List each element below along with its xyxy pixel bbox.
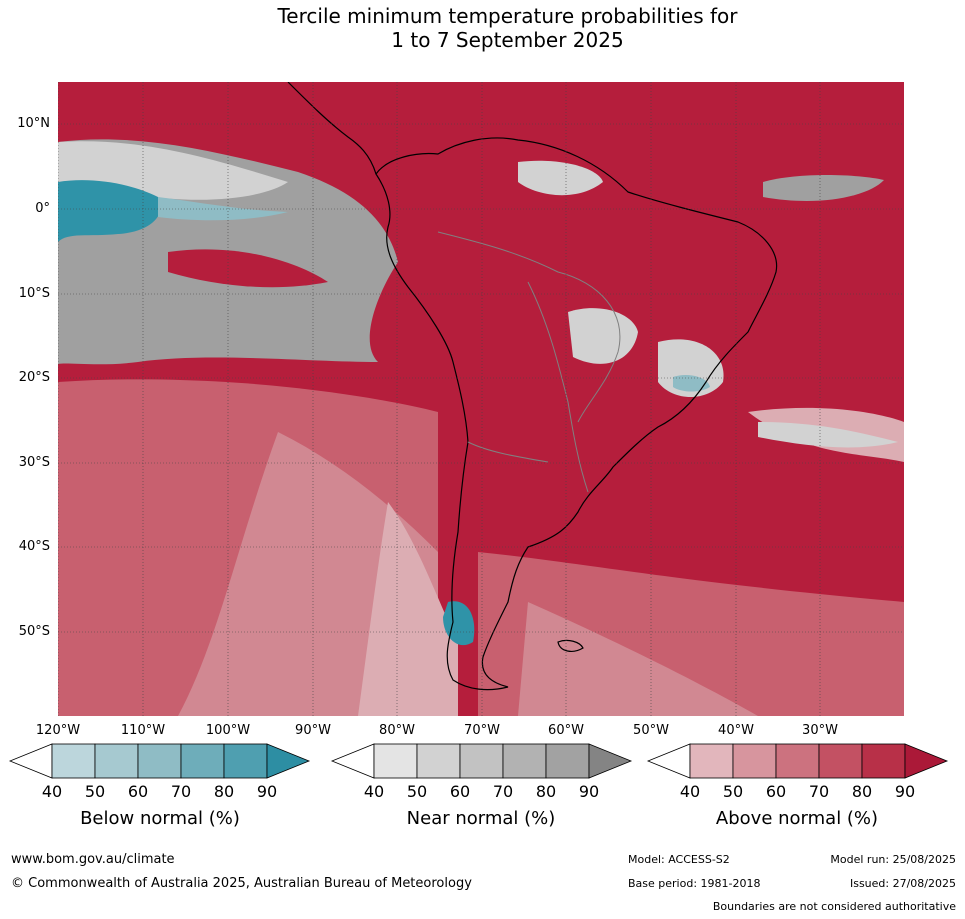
lat-label-0: 0° <box>35 201 50 216</box>
base-period: Base period: 1981-2018 <box>628 877 761 890</box>
lon-label-60w: 60°W <box>548 723 584 738</box>
tick-near-90: 90 <box>578 782 600 801</box>
tick-below-70: 70 <box>170 782 192 801</box>
tick-near-40: 40 <box>363 782 385 801</box>
lon-label-30w: 30°W <box>802 723 838 738</box>
colorbar-segment <box>502 743 547 779</box>
lat-label-20s: 20°S <box>18 370 50 385</box>
tick-below-50: 50 <box>84 782 106 801</box>
colorbar-high-triangle <box>266 743 311 779</box>
country-border-2 <box>527 281 589 493</box>
issued-date: Issued: 27/08/2025 <box>849 877 956 890</box>
probability-map <box>58 82 904 716</box>
map-svg <box>58 82 904 716</box>
title-line-2: 1 to 7 September 2025 <box>391 28 624 52</box>
lon-label-90w: 90°W <box>295 723 331 738</box>
falkland-islands-outline <box>557 639 584 652</box>
colorbar-low-triangle <box>330 743 375 779</box>
chart-title: Tercile minimum temperature probabilitie… <box>0 4 965 52</box>
colorbar-segment <box>689 743 734 779</box>
lon-label-120w: 120°W <box>35 723 81 738</box>
colorbar-segment <box>459 743 504 779</box>
colorbar-low-triangle <box>646 743 691 779</box>
colorbar-segment <box>416 743 461 779</box>
country-border-3 <box>467 441 549 463</box>
tick-near-60: 60 <box>449 782 471 801</box>
colorbar-below-normal <box>8 743 311 779</box>
tick-above-40: 40 <box>679 782 701 801</box>
lon-label-70w: 70°W <box>464 723 500 738</box>
below-normal-patch-patagonia <box>443 601 475 646</box>
colorbar-high-triangle <box>588 743 633 779</box>
model-run-date: Model run: 25/08/2025 <box>830 853 956 866</box>
colorbar-segment <box>180 743 225 779</box>
colorbar-segment <box>545 743 590 779</box>
title-line-1: Tercile minimum temperature probabilitie… <box>277 4 738 28</box>
above-50-region-south <box>358 502 458 716</box>
below-normal-region-equatorial <box>58 180 162 242</box>
lon-label-110w: 110°W <box>120 723 166 738</box>
website-link[interactable]: www.bom.gov.au/climate <box>11 852 175 867</box>
lon-label-40w: 40°W <box>718 723 754 738</box>
tick-above-60: 60 <box>765 782 787 801</box>
coastline-central-america <box>287 82 377 175</box>
colorbar-label-near: Near normal (%) <box>406 808 556 829</box>
above-normal-tongue-pacific <box>168 249 328 288</box>
near-normal-region-atlantic <box>763 175 884 201</box>
colorbar-label-above: Above normal (%) <box>715 808 879 829</box>
lat-label-10s: 10°S <box>18 286 50 301</box>
tick-below-80: 80 <box>213 782 235 801</box>
tick-near-80: 80 <box>535 782 557 801</box>
tick-above-80: 80 <box>851 782 873 801</box>
graticule <box>58 82 904 716</box>
tick-below-40: 40 <box>41 782 63 801</box>
colorbar-near-normal <box>330 743 633 779</box>
lon-label-50w: 50°W <box>633 723 669 738</box>
lon-label-80w: 80°W <box>379 723 415 738</box>
lat-label-40s: 40°S <box>18 539 50 554</box>
lat-label-10n: 10°N <box>17 116 50 131</box>
lon-label-100w: 100°W <box>205 723 251 738</box>
colorbar-low-triangle <box>8 743 53 779</box>
boundary-disclaimer: Boundaries are not considered authoritat… <box>712 900 956 913</box>
colorbar-segment <box>51 743 96 779</box>
colorbar-segment <box>94 743 139 779</box>
model-name: Model: ACCESS-S2 <box>628 853 730 866</box>
colorbar-segment <box>373 743 418 779</box>
near-normal-region-brazil <box>568 308 638 364</box>
colorbar-label-below: Below normal (%) <box>80 808 240 829</box>
tick-below-60: 60 <box>127 782 149 801</box>
above-60-region-southeast <box>518 602 758 716</box>
tick-above-50: 50 <box>722 782 744 801</box>
copyright-text: © Commonwealth of Australia 2025, Austra… <box>11 876 472 891</box>
lat-label-50s: 50°S <box>18 624 50 639</box>
colorbar-high-triangle <box>904 743 949 779</box>
lat-label-30s: 30°S <box>18 455 50 470</box>
country-border-1 <box>437 231 621 423</box>
near-normal-region-north <box>518 160 603 196</box>
tick-near-70: 70 <box>492 782 514 801</box>
colorbar-segment <box>861 743 906 779</box>
colorbar-segment <box>223 743 268 779</box>
near-normal-region-south-atlantic <box>758 422 898 448</box>
colorbar-above-normal <box>646 743 949 779</box>
below-50-region-equatorial <box>158 197 288 221</box>
colorbar-segment <box>775 743 820 779</box>
tick-below-90: 90 <box>256 782 278 801</box>
colorbar-segment <box>137 743 182 779</box>
colorbar-segment <box>818 743 863 779</box>
tick-near-50: 50 <box>406 782 428 801</box>
colorbar-segment <box>732 743 777 779</box>
tick-above-70: 70 <box>808 782 830 801</box>
coastline-south-america <box>375 137 778 691</box>
below-normal-patch-brazil <box>673 375 710 392</box>
tick-above-90: 90 <box>894 782 916 801</box>
